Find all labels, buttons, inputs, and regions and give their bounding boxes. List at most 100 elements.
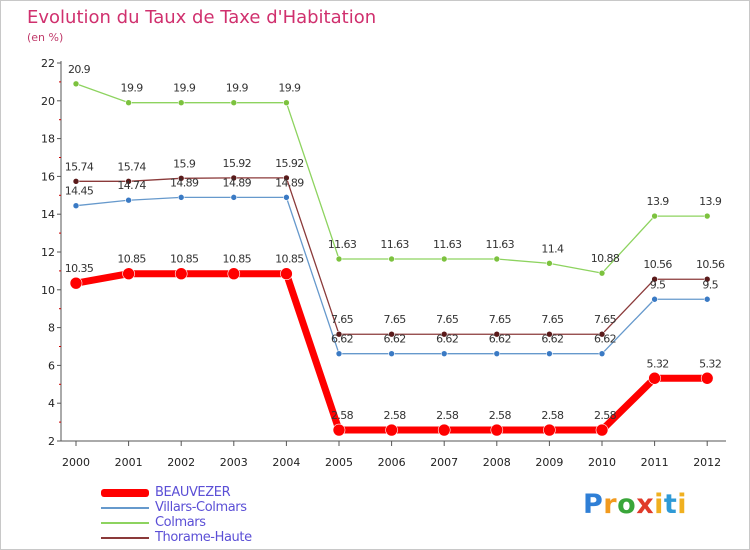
data-point xyxy=(125,196,132,204)
data-point xyxy=(177,194,185,201)
data-label: 19.9 xyxy=(278,82,301,95)
data-point xyxy=(230,194,238,201)
data-point xyxy=(72,202,80,209)
data-label: 6.62 xyxy=(384,333,406,346)
data-point xyxy=(72,80,80,88)
chart-title: Evolution du Taux de Taxe d'Habitation xyxy=(27,7,377,28)
data-point xyxy=(598,330,606,338)
legend-swatch xyxy=(101,536,149,539)
data-point xyxy=(388,255,395,263)
legend-label: Thorame-Haute xyxy=(155,530,252,545)
data-point xyxy=(703,275,711,283)
x-tick-label: 2003 xyxy=(220,456,248,469)
x-tick-label: 2010 xyxy=(588,456,616,469)
data-point xyxy=(595,423,609,437)
data-point xyxy=(388,330,395,338)
data-label: 20.9 xyxy=(68,63,91,76)
legend-swatch xyxy=(101,488,149,497)
data-label: 15.74 xyxy=(117,160,146,173)
logo-letter: i xyxy=(677,489,688,520)
data-point xyxy=(283,174,290,182)
data-label: 2.58 xyxy=(384,409,407,422)
y-tick-label: 2 xyxy=(48,435,55,448)
data-point xyxy=(440,255,448,263)
data-label: 6.62 xyxy=(489,333,511,346)
data-point xyxy=(543,423,556,437)
proxiti-logo: Proxiti xyxy=(583,489,687,520)
data-label: 9.5 xyxy=(702,278,718,291)
data-point xyxy=(227,267,241,281)
legend-item: Villars-Colmars xyxy=(101,500,252,515)
data-label: 14.89 xyxy=(275,176,304,189)
data-point xyxy=(493,330,501,338)
data-label: 5.32 xyxy=(699,357,721,370)
data-point xyxy=(703,212,711,220)
data-label: 5.32 xyxy=(647,357,669,370)
data-point xyxy=(177,174,185,182)
data-point xyxy=(546,260,553,267)
data-label: 2.58 xyxy=(331,409,354,422)
data-label: 7.65 xyxy=(436,313,459,326)
data-point xyxy=(700,371,714,385)
data-point xyxy=(72,178,80,185)
data-label: 11.4 xyxy=(541,242,564,255)
data-label: 15.92 xyxy=(275,157,304,170)
data-point xyxy=(230,99,238,106)
data-label: 14.45 xyxy=(65,185,94,198)
data-label: 19.9 xyxy=(226,82,249,95)
data-point xyxy=(437,423,451,437)
data-point xyxy=(703,295,711,303)
data-point xyxy=(332,423,346,437)
logo-letter: x xyxy=(636,489,655,520)
data-label: 15.74 xyxy=(65,160,94,173)
x-tick-label: 2008 xyxy=(483,456,511,469)
x-tick-label: 2009 xyxy=(535,456,563,469)
x-tick-label: 2012 xyxy=(693,456,721,469)
data-label: 6.62 xyxy=(331,333,353,346)
data-point xyxy=(598,350,606,357)
data-label: 6.62 xyxy=(541,333,563,346)
data-label: 14.89 xyxy=(170,176,199,189)
data-label: 14.89 xyxy=(223,176,252,189)
x-tick-label: 2007 xyxy=(430,456,458,469)
data-point xyxy=(174,267,188,281)
legend-swatch xyxy=(101,521,149,524)
data-label: 2.58 xyxy=(594,409,617,422)
data-point xyxy=(440,330,448,338)
data-label: 2.58 xyxy=(489,409,512,422)
x-tick-label: 2001 xyxy=(115,456,143,469)
data-point xyxy=(648,371,661,385)
data-point xyxy=(651,295,658,303)
data-label: 13.9 xyxy=(647,195,670,208)
data-point xyxy=(280,267,293,281)
legend-label: BEAUVEZER xyxy=(155,485,231,500)
x-tick-label: 2006 xyxy=(378,456,406,469)
legend-item: BEAUVEZER xyxy=(101,485,252,500)
data-label: 19.9 xyxy=(121,82,144,95)
data-point xyxy=(490,423,504,437)
y-tick-label: 14 xyxy=(41,208,55,221)
data-label: 14.74 xyxy=(117,179,146,192)
chart-subtitle: (en %) xyxy=(27,31,64,44)
logo-letter: i xyxy=(654,489,664,520)
data-point xyxy=(125,178,132,185)
data-point xyxy=(125,99,132,106)
y-tick-label: 18 xyxy=(41,133,55,146)
y-tick-label: 8 xyxy=(48,322,55,335)
x-tick-label: 2011 xyxy=(641,456,669,469)
logo-letter: t xyxy=(663,489,678,520)
logo-letter: P xyxy=(583,489,604,520)
data-label: 6.62 xyxy=(436,333,458,346)
data-label: 7.65 xyxy=(331,313,354,326)
data-point xyxy=(546,350,553,357)
x-tick-label: 2004 xyxy=(272,456,300,469)
data-label: 10.85 xyxy=(223,253,252,266)
data-label: 19.9 xyxy=(173,82,196,95)
data-label: 10.35 xyxy=(65,262,94,275)
legend-label: Villars-Colmars xyxy=(155,500,247,515)
x-tick-label: 2000 xyxy=(62,456,90,469)
data-point xyxy=(230,174,238,182)
data-point xyxy=(335,350,343,357)
data-label: 15.92 xyxy=(223,157,252,170)
